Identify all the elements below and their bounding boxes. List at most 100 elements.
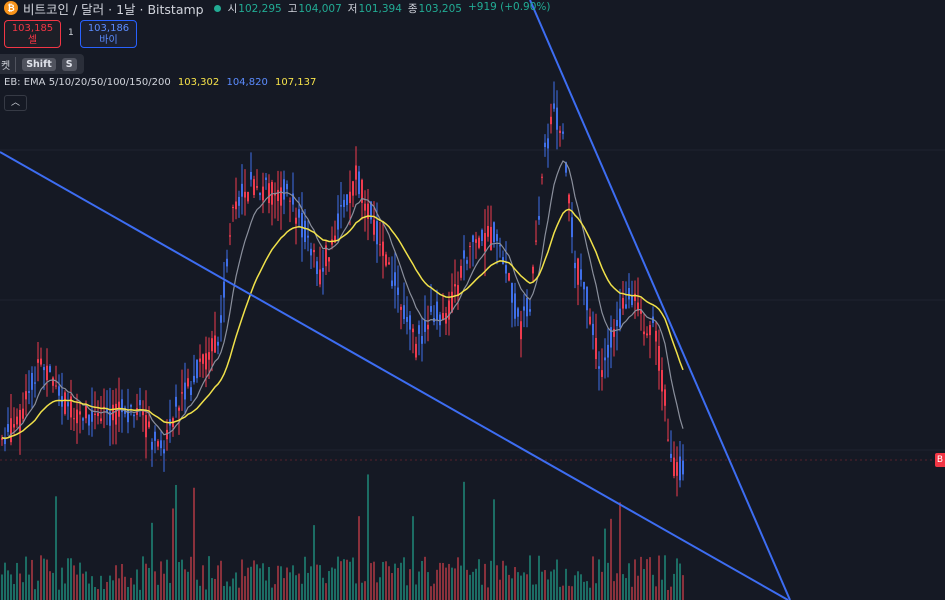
candle-body bbox=[301, 213, 303, 238]
volume-bar bbox=[541, 571, 543, 600]
volume-bar bbox=[580, 574, 582, 600]
volume-bar bbox=[670, 586, 672, 600]
candle-body bbox=[580, 269, 582, 280]
candle-body bbox=[70, 396, 72, 418]
volume-bar bbox=[118, 578, 120, 600]
candle-body bbox=[391, 280, 393, 287]
volume-bar bbox=[427, 572, 429, 600]
volume-bar bbox=[565, 568, 567, 600]
volume-bar bbox=[370, 563, 372, 600]
volume-bar bbox=[358, 516, 360, 600]
volume-bar bbox=[52, 572, 54, 600]
volume-bar bbox=[493, 499, 495, 600]
volume-bar bbox=[601, 571, 603, 600]
candle-body bbox=[142, 411, 144, 416]
volume-bar bbox=[424, 556, 426, 600]
volume-bar bbox=[361, 582, 363, 600]
candle-body bbox=[601, 370, 603, 377]
volume-bar bbox=[292, 565, 294, 600]
volume-bar bbox=[196, 579, 198, 600]
candle-body bbox=[562, 131, 564, 134]
volume-bar bbox=[154, 571, 156, 600]
candle-body bbox=[493, 222, 495, 243]
candle-body bbox=[121, 399, 123, 413]
volume-bar bbox=[631, 586, 633, 600]
volume-bar bbox=[280, 566, 282, 600]
tooltip-label: 켓 bbox=[1, 56, 17, 72]
volume-bar bbox=[343, 559, 345, 600]
volume-bar bbox=[70, 558, 72, 600]
candle-body bbox=[259, 192, 261, 196]
buy-button[interactable]: 103,186 바이 bbox=[80, 20, 137, 48]
volume-bar bbox=[610, 518, 612, 600]
candle-body bbox=[220, 315, 222, 323]
candle-body bbox=[4, 437, 6, 445]
candle-body bbox=[571, 217, 573, 238]
ema-indicator-legend[interactable]: EB: EMA 5/10/20/50/100/150/200 103,302 1… bbox=[4, 77, 316, 88]
volume-bar bbox=[313, 525, 315, 600]
candle-body bbox=[442, 313, 444, 321]
volume-bar bbox=[265, 580, 267, 600]
candle-body bbox=[676, 462, 678, 476]
candle-body bbox=[595, 337, 597, 360]
volume-bar bbox=[481, 584, 483, 600]
volume-bar bbox=[22, 582, 24, 600]
candle-body bbox=[160, 440, 162, 449]
candle-body bbox=[67, 402, 69, 407]
candle-body bbox=[82, 418, 84, 421]
high-label: 고 bbox=[287, 2, 298, 15]
volume-bar bbox=[85, 571, 87, 600]
volume-bar bbox=[139, 589, 141, 600]
close-value: 103,205 bbox=[418, 2, 462, 15]
candle-body bbox=[295, 217, 297, 224]
volume-bar bbox=[319, 565, 321, 600]
volume-bar bbox=[298, 573, 300, 600]
candle-body bbox=[196, 359, 198, 379]
volume-bar bbox=[346, 559, 348, 600]
volume-bar bbox=[250, 566, 252, 600]
candle-body bbox=[460, 265, 462, 278]
candle-body bbox=[625, 304, 627, 309]
volume-bar bbox=[562, 585, 564, 600]
candle-body bbox=[628, 288, 630, 300]
candle-body bbox=[97, 413, 99, 417]
candle-body bbox=[574, 262, 576, 269]
volume-bar bbox=[637, 575, 639, 600]
volume-bar bbox=[79, 562, 81, 600]
volume-bar bbox=[271, 587, 273, 600]
volume-bar bbox=[166, 559, 168, 600]
sell-button[interactable]: 103,185 셀 bbox=[4, 20, 61, 48]
volume-bar bbox=[415, 584, 417, 600]
candle-body bbox=[586, 286, 588, 311]
candle-body bbox=[514, 293, 516, 319]
volume-bar bbox=[199, 585, 201, 600]
sell-price: 103,185 bbox=[11, 23, 54, 34]
symbol-title[interactable]: 비트코인 / 달러 · 1날 · Bitstamp bbox=[23, 1, 204, 17]
candle-body bbox=[394, 272, 396, 286]
volume-bar bbox=[34, 589, 36, 600]
volume-bar bbox=[655, 586, 657, 600]
volume-bar bbox=[253, 560, 255, 600]
volume-bar bbox=[403, 557, 405, 600]
candle-body bbox=[553, 103, 555, 109]
volume-bar bbox=[283, 578, 285, 600]
candle-body bbox=[76, 409, 78, 424]
candle-body bbox=[550, 116, 552, 125]
volume-bar bbox=[475, 568, 477, 600]
candle-body bbox=[244, 191, 246, 198]
volume-bar bbox=[229, 586, 231, 600]
volume-bar bbox=[397, 567, 399, 600]
volume-bar bbox=[232, 578, 234, 600]
candle-body bbox=[46, 365, 48, 381]
volume-bar bbox=[247, 567, 249, 600]
volume-bar bbox=[571, 586, 573, 600]
volume-bar bbox=[643, 569, 645, 600]
chevron-up-icon[interactable]: ︿ bbox=[4, 95, 27, 111]
volume-bar bbox=[268, 566, 270, 600]
candle-body bbox=[313, 249, 315, 253]
candle-body bbox=[565, 162, 567, 173]
candle-body bbox=[13, 424, 15, 428]
upper-trendline bbox=[529, 0, 791, 600]
candle-body bbox=[403, 305, 405, 320]
